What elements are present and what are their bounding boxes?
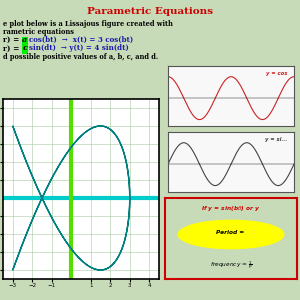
Text: y = cos: y = cos [266,71,288,76]
Text: r) =: r) = [3,36,22,44]
Ellipse shape [178,220,284,249]
Text: e plot below is a Lissajous figure created with: e plot below is a Lissajous figure creat… [3,20,173,28]
Text: Period =: Period = [216,230,246,235]
Text: a: a [22,36,28,44]
Text: Parametric Equations: Parametric Equations [87,8,213,16]
Text: sin(dt)  → y(t) = 4 sin(dt): sin(dt) → y(t) = 4 sin(dt) [29,44,129,52]
Text: If y = sin(b$\theta$) or y: If y = sin(b$\theta$) or y [201,205,261,214]
Text: cos(bt)  →  x(t) = 3 cos(bt): cos(bt) → x(t) = 3 cos(bt) [29,36,134,44]
Text: r) =: r) = [3,44,22,52]
Text: rametric equations: rametric equations [3,28,74,36]
Text: $f$requency = $\frac{1}{p}$: $f$requency = $\frac{1}{p}$ [210,260,252,272]
Text: d possible positive values of a, b, c, and d.: d possible positive values of a, b, c, a… [3,53,158,62]
Text: c: c [22,44,27,52]
Text: y = si...: y = si... [265,137,288,142]
